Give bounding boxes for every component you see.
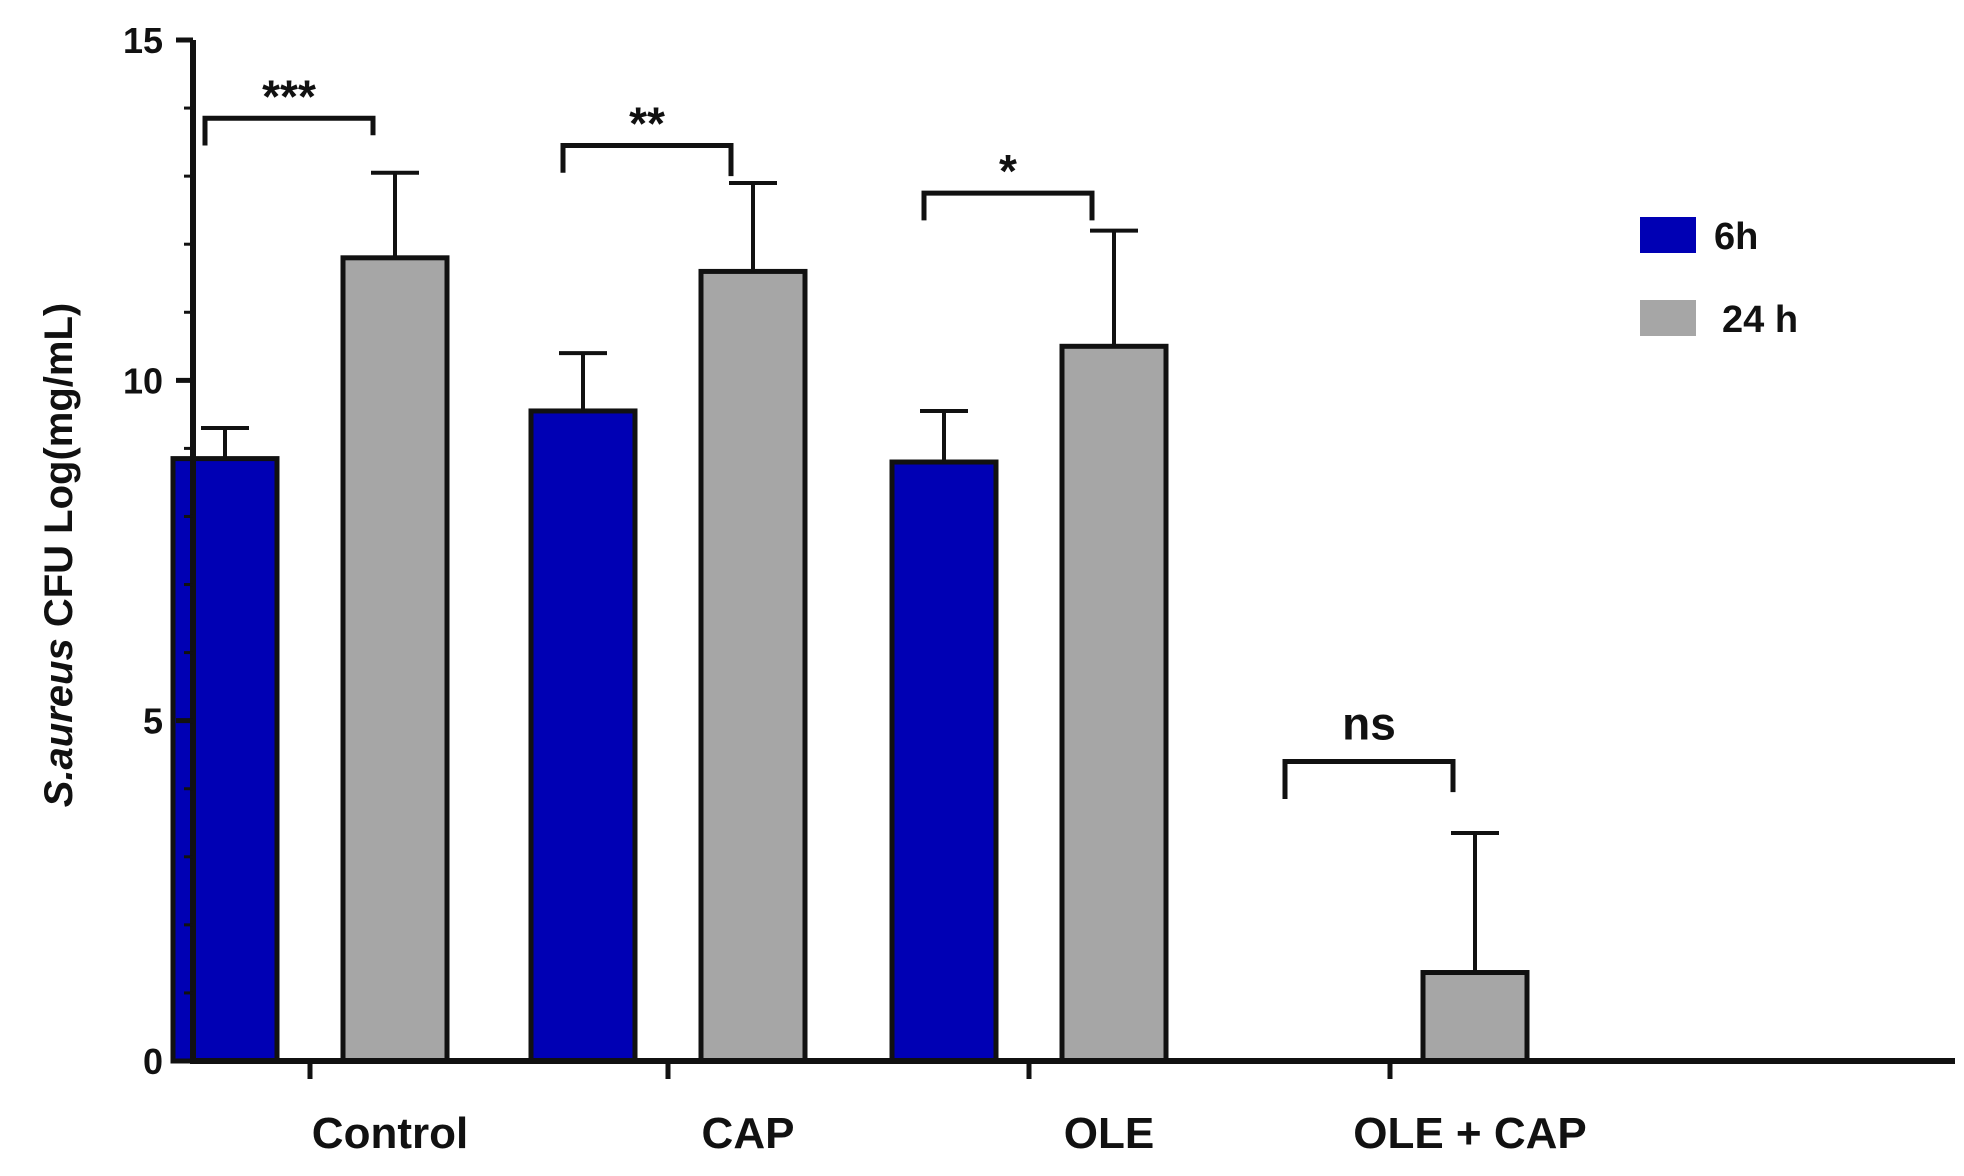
y-tick-label-10: 10 <box>123 360 163 401</box>
bar-control-6h <box>170 456 280 1064</box>
y-axis-label-rest: CFU Log(mg/mL) <box>37 303 81 639</box>
legend-swatch-0 <box>1640 217 1696 253</box>
x-category-label-3: OLE + CAP <box>1353 1109 1587 1158</box>
bar-ole-24h <box>1059 343 1169 1064</box>
y-ticks-layer: 0 5 10 15 <box>123 20 193 1082</box>
significance-bracket-3 <box>1282 759 1456 799</box>
bar-cap-24h <box>698 268 808 1064</box>
x-category-label-1: CAP <box>702 1109 795 1158</box>
significance-label-0: *** <box>262 70 316 122</box>
x-category-label-2: OLE <box>1064 1109 1154 1158</box>
y-tick-label-15: 15 <box>123 20 163 61</box>
significance-layer: ******ns <box>202 70 1456 799</box>
y-axis-label: S.aureus CFU Log(mg/mL) <box>37 303 81 807</box>
significance-bracket-2 <box>921 190 1095 221</box>
significance-label-3: ns <box>1342 698 1396 750</box>
significance-label-1: ** <box>629 98 665 150</box>
significance-bracket-0 <box>202 115 376 146</box>
bars-layer <box>170 255 1530 1064</box>
y-tick-label-5: 5 <box>143 701 163 742</box>
bar-cap-6h <box>528 408 638 1064</box>
significance-label-2: * <box>999 145 1017 197</box>
bar-ole-cap-24h <box>1420 970 1530 1064</box>
legend-label-1: 24 h <box>1722 299 1798 341</box>
legend-label-0: 6h <box>1714 216 1758 258</box>
bar-control-24h <box>340 255 450 1064</box>
significance-bracket-1 <box>560 143 734 177</box>
y-tick-label-0: 0 <box>143 1041 163 1082</box>
legend-swatch-1 <box>1640 300 1696 336</box>
x-category-label-0: Control <box>312 1109 468 1158</box>
x-categories-layer: Control CAP OLE OLE + CAP <box>307 1061 1587 1158</box>
error-bars-layer <box>201 170 1499 973</box>
y-axis-label-italic: S.aureus <box>37 638 81 807</box>
bar-ole-6h <box>889 459 999 1064</box>
legend: 6h 24 h <box>1640 216 1798 341</box>
axes-layer <box>190 40 1955 1064</box>
